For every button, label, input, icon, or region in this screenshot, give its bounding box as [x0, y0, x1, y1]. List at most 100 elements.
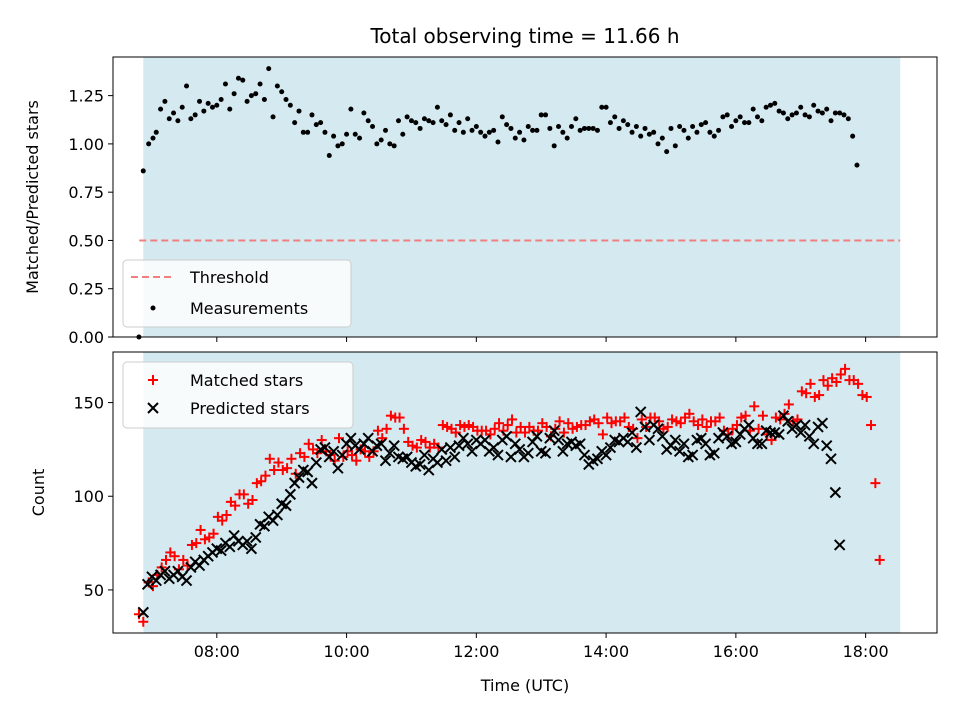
- matched-star-point: [381, 423, 392, 434]
- predicted-star-point: [591, 453, 604, 465]
- matched-star-point: [749, 401, 760, 412]
- predicted-star-point: [241, 535, 253, 547]
- predicted-star-point: [764, 426, 777, 439]
- predicted-star-mark: [829, 486, 842, 499]
- predicted-star-point: [375, 438, 387, 450]
- predicted-star-point: [414, 458, 426, 471]
- measurement-point: [361, 110, 367, 116]
- x-tick-label: 18:00: [843, 642, 889, 661]
- measurement-point: [460, 129, 466, 135]
- predicted-star-mark: [379, 454, 392, 467]
- predicted-star-mark: [137, 606, 149, 619]
- measurement-point: [266, 66, 272, 72]
- count-legend: Matched stars Predicted stars: [122, 361, 354, 429]
- measurement-point: [443, 122, 449, 128]
- measurement-point: [426, 118, 432, 124]
- matched-star-point: [178, 554, 189, 565]
- measurement-point: [322, 129, 328, 135]
- predicted-star-mark: [686, 449, 699, 461]
- matched-star-point: [684, 408, 695, 419]
- matched-star-point: [801, 388, 812, 399]
- measurement-point: [694, 129, 700, 135]
- predicted-star-point: [557, 445, 569, 457]
- predicted-star-mark: [539, 447, 552, 459]
- matched-star-point: [662, 421, 673, 432]
- measurement-point: [850, 133, 856, 139]
- measurement-point: [530, 127, 536, 133]
- measurement-point: [146, 141, 152, 147]
- measurement-point: [335, 143, 341, 149]
- count-y-ticks: 50 100 150: [73, 394, 113, 600]
- measurement-point: [659, 135, 665, 141]
- measurement-point: [166, 116, 172, 122]
- predicted-star-point: [224, 541, 236, 553]
- matched-star-point: [619, 412, 630, 423]
- predicted-star-point: [418, 449, 431, 461]
- predicted-star-point: [332, 462, 344, 474]
- measurement-point: [590, 125, 596, 131]
- measurement-point: [556, 124, 562, 130]
- predicted-star-point: [327, 445, 340, 457]
- predicted-star-mark: [656, 430, 669, 443]
- legend-measurements-label: Measurements: [190, 299, 308, 318]
- predicted-star-mark: [159, 565, 171, 577]
- matched-star-point: [632, 433, 643, 444]
- measurement-point: [802, 112, 808, 118]
- predicted-star-mark: [414, 458, 426, 471]
- predicted-star-point: [245, 542, 258, 555]
- predicted-star-point: [604, 441, 617, 454]
- predicted-star-mark: [678, 438, 690, 450]
- predicted-star-point: [492, 449, 504, 461]
- predicted-star-mark: [591, 453, 604, 465]
- predicted-star-mark: [708, 447, 720, 459]
- predicted-star-mark: [773, 428, 785, 441]
- measurement-point: [581, 125, 587, 131]
- predicted-star-point: [319, 441, 331, 454]
- predicted-star-point: [639, 421, 651, 433]
- predicted-star-mark: [808, 438, 820, 450]
- y-tick-label: 0.50: [68, 231, 104, 250]
- measurement-point: [469, 127, 475, 133]
- measurement-point: [201, 108, 207, 114]
- matched-star-point: [783, 399, 794, 410]
- measurement-point: [465, 116, 471, 122]
- measurement-point: [698, 122, 704, 128]
- y-tick-label: 1.00: [68, 135, 104, 154]
- y-tick-label: 100: [73, 487, 104, 506]
- measurement-point: [521, 137, 527, 143]
- predicted-star-point: [773, 428, 785, 441]
- ratio-legend-box: [122, 259, 352, 328]
- measurement-point: [612, 114, 618, 120]
- measurement-point: [214, 102, 220, 108]
- matched-star-point: [866, 420, 877, 431]
- measurement-point: [413, 120, 419, 126]
- predicted-star-mark: [600, 449, 612, 461]
- measurement-point: [729, 124, 735, 130]
- predicted-star-mark: [258, 520, 271, 532]
- matched-star-point: [675, 418, 686, 429]
- predicted-star-mark: [332, 462, 344, 474]
- measurement-point: [158, 106, 164, 112]
- predicted-star-point: [522, 447, 534, 459]
- measurement-point: [594, 127, 600, 133]
- measurement-point: [305, 129, 311, 135]
- predicted-star-point: [548, 424, 560, 437]
- x-axis-label: Time (UTC): [480, 676, 569, 695]
- predicted-star-mark: [803, 430, 816, 443]
- matched-star-point: [835, 369, 846, 380]
- measurement-point: [824, 106, 830, 112]
- predicted-star-point: [708, 447, 720, 459]
- predicted-star-point: [799, 419, 811, 431]
- measurement-point: [668, 125, 674, 131]
- predicted-star-point: [600, 449, 612, 461]
- measurement-point: [815, 108, 821, 114]
- measurement-point: [244, 98, 250, 104]
- predicted-star-point: [544, 432, 556, 444]
- predicted-star-mark: [557, 445, 569, 457]
- measurement-point: [240, 77, 246, 83]
- measurement-point: [491, 127, 497, 133]
- predicted-star-point: [180, 574, 193, 587]
- measurement-point: [257, 81, 263, 87]
- measurement-point: [525, 124, 531, 130]
- predicted-star-mark: [513, 443, 526, 456]
